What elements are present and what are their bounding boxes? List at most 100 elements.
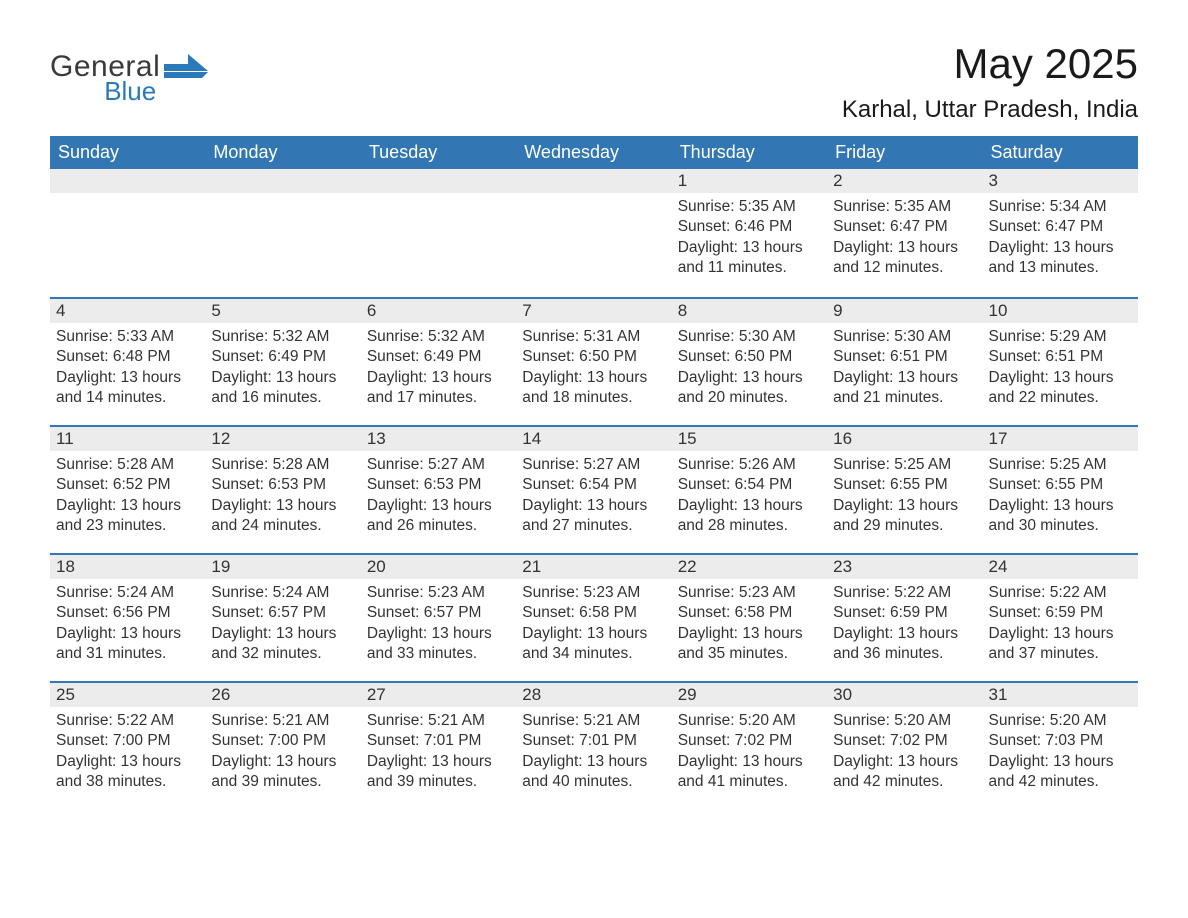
sunset-label: Sunset:	[367, 348, 424, 365]
sunrise-label: Sunrise:	[678, 712, 739, 729]
daylight-line: Daylight: 13 hours and 17 minutes.	[367, 368, 510, 409]
sunset-label: Sunset:	[989, 476, 1046, 493]
daylight-label: Daylight:	[211, 625, 276, 642]
daylight-label: Daylight:	[367, 497, 432, 514]
calendar-cell: 26Sunrise: 5:21 AMSunset: 7:00 PMDayligh…	[205, 681, 360, 809]
sunrise-line: Sunrise: 5:21 AM	[522, 711, 665, 731]
day-details: Sunrise: 5:35 AMSunset: 6:47 PMDaylight:…	[827, 193, 982, 285]
calendar-cell	[50, 169, 205, 297]
sunrise-label: Sunrise:	[522, 456, 583, 473]
calendar-week: 4Sunrise: 5:33 AMSunset: 6:48 PMDaylight…	[50, 297, 1138, 425]
sunrise-label: Sunrise:	[989, 328, 1050, 345]
calendar-document: General Blue May 2025 Karhal, Uttar Prad…	[0, 0, 1188, 859]
daylight-line: Daylight: 13 hours and 18 minutes.	[522, 368, 665, 409]
day-header: Monday	[205, 136, 360, 169]
sunrise-label: Sunrise:	[211, 456, 272, 473]
daylight-label: Daylight:	[678, 369, 743, 386]
daylight-label: Daylight:	[56, 497, 121, 514]
sunrise-label: Sunrise:	[211, 584, 272, 601]
sunrise-label: Sunrise:	[833, 584, 894, 601]
sunset-line: Sunset: 7:03 PM	[989, 731, 1132, 751]
calendar-cell: 27Sunrise: 5:21 AMSunset: 7:01 PMDayligh…	[361, 681, 516, 809]
sunset-line: Sunset: 6:49 PM	[211, 347, 354, 367]
sunset-value: 6:49 PM	[424, 348, 482, 365]
daylight-line: Daylight: 13 hours and 42 minutes.	[833, 752, 976, 793]
day-details: Sunrise: 5:20 AMSunset: 7:02 PMDaylight:…	[827, 707, 982, 799]
sunrise-label: Sunrise:	[678, 584, 739, 601]
daylight-label: Daylight:	[211, 753, 276, 770]
calendar-body: 1Sunrise: 5:35 AMSunset: 6:46 PMDaylight…	[50, 169, 1138, 809]
sunset-value: 6:55 PM	[1045, 476, 1103, 493]
day-number: 18	[50, 553, 205, 579]
daylight-line: Daylight: 13 hours and 34 minutes.	[522, 624, 665, 665]
daylight-line: Daylight: 13 hours and 38 minutes.	[56, 752, 199, 793]
sunset-label: Sunset:	[56, 732, 113, 749]
day-header: Saturday	[983, 136, 1138, 169]
sunset-line: Sunset: 6:59 PM	[989, 603, 1132, 623]
sunrise-value: 5:21 AM	[273, 712, 330, 729]
day-number: 26	[205, 681, 360, 707]
sunrise-value: 5:21 AM	[428, 712, 485, 729]
day-details: Sunrise: 5:24 AMSunset: 6:56 PMDaylight:…	[50, 579, 205, 671]
sunrise-label: Sunrise:	[833, 712, 894, 729]
calendar-week: 25Sunrise: 5:22 AMSunset: 7:00 PMDayligh…	[50, 681, 1138, 809]
daylight-line: Daylight: 13 hours and 41 minutes.	[678, 752, 821, 793]
day-details: Sunrise: 5:24 AM Sunset: 6:57 PM Daylight:…	[205, 579, 360, 671]
daylight-label: Daylight:	[56, 753, 121, 770]
daylight-label: Daylight:	[833, 625, 898, 642]
day-details: Sunrise: 5:22 AMSunset: 6:59 PMDaylight:…	[827, 579, 982, 671]
calendar-cell: 23Sunrise: 5:22 AMSunset: 6:59 PMDayligh…	[827, 553, 982, 681]
sunrise-value: 5:24 AM	[273, 584, 330, 601]
daylight-line: Daylight: 13 hours and 14 minutes.	[56, 368, 199, 409]
sunrise-label: Sunrise:	[56, 712, 117, 729]
sunrise-value: 5:30 AM	[739, 328, 796, 345]
sunset-line: Sunset: 7:02 PM	[678, 731, 821, 751]
day-details: Sunrise: 5:31 AMSunset: 6:50 PMDaylight:…	[516, 323, 671, 415]
sunset-line: Sunset: 6:57 PM	[211, 603, 354, 623]
day-number: 17	[983, 425, 1138, 451]
sunset-label: Sunset:	[367, 476, 424, 493]
sunset-value: 6:47 PM	[890, 218, 948, 235]
sunrise-label: Sunrise:	[522, 712, 583, 729]
sunset-value: 7:00 PM	[268, 732, 326, 749]
day-details: Sunrise: 5:34 AMSunset: 6:47 PMDaylight:…	[983, 193, 1138, 285]
day-details: Sunrise: 5:30 AMSunset: 6:51 PMDaylight:…	[827, 323, 982, 415]
day-number: 27	[361, 681, 516, 707]
sunrise-value: 5:35 AM	[739, 198, 796, 215]
daylight-label: Daylight:	[678, 497, 743, 514]
sunset-label: Sunset:	[522, 348, 579, 365]
daylight-label: Daylight:	[367, 625, 432, 642]
daylight-line: Daylight: 13 hours and 29 minutes.	[833, 496, 976, 537]
calendar-cell: 1Sunrise: 5:35 AMSunset: 6:46 PMDaylight…	[672, 169, 827, 297]
sunset-label: Sunset:	[989, 218, 1046, 235]
sunrise-label: Sunrise:	[367, 712, 428, 729]
sunset-value: 7:00 PM	[113, 732, 171, 749]
day-number: 9	[827, 297, 982, 323]
day-details: Sunrise: 5:25 AMSunset: 6:55 PMDaylight:…	[983, 451, 1138, 543]
sunset-value: 6:54 PM	[735, 476, 793, 493]
sunset-label: Sunset:	[989, 348, 1046, 365]
sunrise-line: Sunrise: 5:21 AM	[367, 711, 510, 731]
sunset-value: 6:57 PM	[424, 604, 482, 621]
day-details: Sunrise: 5:22 AMSunset: 7:00 PMDaylight:…	[50, 707, 205, 799]
day-details: Sunrise: 5:30 AMSunset: 6:50 PMDaylight:…	[672, 323, 827, 415]
sunrise-line: Sunrise: 5:24 AM	[56, 583, 199, 603]
day-details: Sunrise: 5:35 AMSunset: 6:46 PMDaylight:…	[672, 193, 827, 285]
sunrise-label: Sunrise:	[211, 328, 272, 345]
daylight-line: Daylight: 13 hours and 26 minutes.	[367, 496, 510, 537]
sunset-label: Sunset:	[678, 348, 735, 365]
sunset-value: 6:53 PM	[424, 476, 482, 493]
sunset-line: Sunset: 6:48 PM	[56, 347, 199, 367]
sunrise-line: Sunrise: 5:23 AM	[678, 583, 821, 603]
calendar-cell: 21Sunrise: 5:23 AMSunset: 6:58 PMDayligh…	[516, 553, 671, 681]
daylight-line: Daylight: 13 hours and 42 minutes.	[989, 752, 1132, 793]
sunrise-label: Sunrise:	[833, 456, 894, 473]
day-details: Sunrise: 5:32 AMSunset: 6:49 PMDaylight:…	[361, 323, 516, 415]
daylight-label: Daylight:	[833, 753, 898, 770]
sunset-line: Sunset: 6:56 PM	[56, 603, 199, 623]
day-number: 7	[516, 297, 671, 323]
daylight-label: Daylight:	[678, 625, 743, 642]
daylight-line: Daylight: 13 hours and 35 minutes.	[678, 624, 821, 665]
day-details: Sunrise: 5:28 AMSunset: 6:53 PMDaylight:…	[205, 451, 360, 543]
day-number: 16	[827, 425, 982, 451]
